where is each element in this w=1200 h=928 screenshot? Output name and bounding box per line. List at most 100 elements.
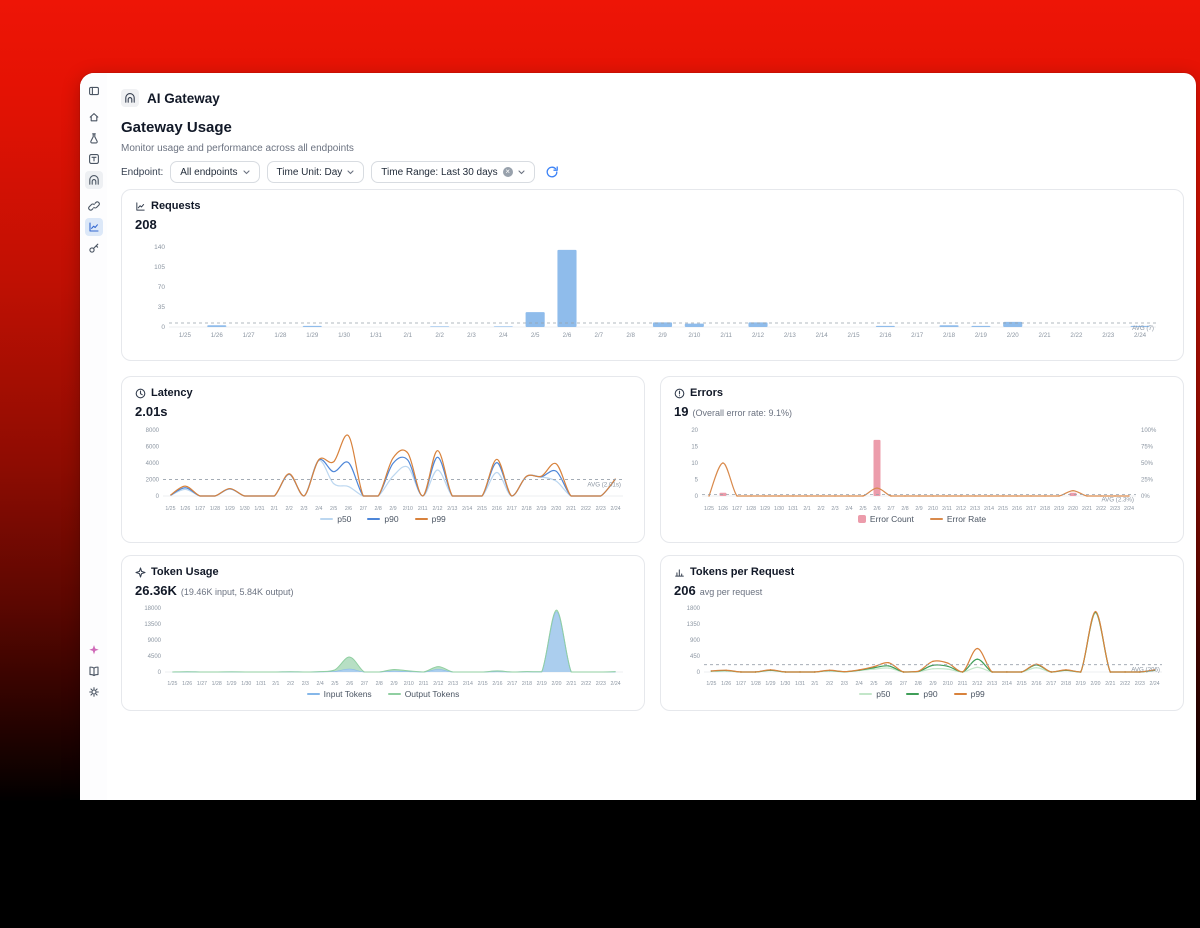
legend-swatch (367, 518, 381, 520)
refresh-button[interactable] (545, 165, 559, 179)
sidebar-item-home[interactable] (85, 108, 103, 126)
svg-text:2/16: 2/16 (1012, 506, 1022, 512)
svg-text:1/29: 1/29 (226, 681, 236, 687)
app-title: AI Gateway (147, 90, 220, 106)
svg-text:1/30: 1/30 (780, 681, 790, 687)
svg-text:2/22: 2/22 (581, 506, 591, 512)
svg-text:2/13: 2/13 (784, 332, 797, 339)
svg-text:6000: 6000 (146, 445, 160, 451)
svg-text:2/5: 2/5 (859, 506, 866, 512)
sidebar-item-flask[interactable] (85, 129, 103, 147)
legend-item[interactable]: p50 (859, 689, 890, 699)
svg-text:2/11: 2/11 (958, 681, 968, 687)
svg-text:2/18: 2/18 (521, 506, 531, 512)
svg-text:2/8: 2/8 (901, 506, 908, 512)
svg-text:0: 0 (697, 670, 701, 676)
errors-chart: 0 5 10 15 20 0% 25% 50% 75% 100% 1/25 1/26 1/27 1/28 1… (674, 424, 1170, 512)
svg-text:1/25: 1/25 (167, 681, 177, 687)
svg-text:2/17: 2/17 (1026, 506, 1036, 512)
svg-text:2/10: 2/10 (688, 332, 701, 339)
svg-text:2/19: 2/19 (536, 506, 546, 512)
svg-text:2/9: 2/9 (658, 332, 667, 339)
svg-text:2/21: 2/21 (1039, 332, 1052, 339)
svg-text:2/4: 2/4 (499, 332, 508, 339)
svg-text:4500: 4500 (148, 654, 162, 660)
flask-icon (89, 133, 98, 144)
sidebar-item-templates[interactable] (85, 150, 103, 168)
chevron-down-icon (242, 169, 250, 174)
svg-text:2/11: 2/11 (720, 332, 732, 339)
svg-text:5: 5 (695, 478, 699, 484)
svg-text:2/3: 2/3 (841, 681, 848, 687)
svg-text:2/7: 2/7 (361, 681, 368, 687)
svg-text:2/14: 2/14 (984, 506, 994, 512)
svg-text:1/27: 1/27 (197, 681, 207, 687)
svg-text:0: 0 (161, 324, 165, 331)
legend-item[interactable]: p90 (367, 514, 399, 524)
sidebar-item-links[interactable] (85, 197, 103, 215)
svg-text:2/14: 2/14 (462, 506, 472, 512)
svg-text:100%: 100% (1141, 428, 1157, 434)
svg-text:2/18: 2/18 (1040, 506, 1050, 512)
svg-text:2/18: 2/18 (943, 332, 956, 339)
card-title-text: Token Usage (151, 566, 219, 578)
svg-text:2/15: 2/15 (998, 506, 1008, 512)
endpoint-dropdown[interactable]: All endpoints (170, 161, 260, 183)
time-range-dropdown[interactable]: Time Range: Last 30 days × (371, 161, 535, 183)
chart-line-icon (136, 201, 145, 211)
sidebar-item-ai-assistant[interactable] (85, 641, 103, 659)
legend-item[interactable]: p50 (320, 514, 351, 524)
legend-item[interactable]: Error Count (857, 514, 914, 524)
svg-text:2/14: 2/14 (816, 332, 829, 339)
legend-swatch (414, 518, 428, 520)
tokens-per-request-chart: 0 450 900 1350 1800 1/25 1/26 1/27 1/28 1/29 1/30 1… (674, 603, 1170, 687)
svg-text:2/2: 2/2 (826, 681, 833, 687)
sidebar-item-keys[interactable] (85, 239, 103, 257)
sidebar-item-analytics[interactable] (84, 218, 103, 236)
svg-text:1/31: 1/31 (788, 506, 798, 512)
legend-item[interactable]: p90 (906, 689, 938, 699)
legend-item[interactable]: p99 (953, 689, 985, 699)
sidebar-item-docs[interactable] (85, 662, 103, 680)
svg-text:2/16: 2/16 (492, 506, 502, 512)
legend-item[interactable]: Input Tokens (306, 689, 372, 699)
settings-gear-icon (88, 687, 99, 697)
svg-text:2/4: 2/4 (856, 681, 863, 687)
legend-item[interactable]: Error Rate (929, 514, 986, 524)
legend-swatch (857, 515, 866, 523)
metric-value: 2.01s (135, 404, 168, 419)
svg-text:1/31: 1/31 (370, 332, 383, 339)
sidebar-item-settings[interactable] (85, 683, 103, 701)
svg-text:1/31: 1/31 (795, 681, 805, 687)
legend-item[interactable]: p99 (414, 514, 446, 524)
svg-text:140: 140 (154, 244, 165, 251)
svg-text:2/21: 2/21 (1082, 506, 1092, 512)
svg-text:1/27: 1/27 (732, 506, 742, 512)
svg-text:2/14: 2/14 (463, 681, 473, 687)
svg-text:2/5: 2/5 (331, 681, 338, 687)
svg-text:2/10: 2/10 (943, 681, 953, 687)
ai-gateway-header-icon (121, 89, 139, 107)
sidebar (80, 73, 107, 800)
svg-text:75%: 75% (1141, 445, 1154, 451)
clear-icon[interactable]: × (502, 167, 513, 177)
latency-card: Latency 2.01s 0 2000 4000 6000 8000 1/25 1/26 1… (121, 376, 645, 543)
card-title-text: Latency (151, 387, 193, 399)
errors-card: Errors 19 (Overall error rate: 9.1%) 0 5 10… (660, 376, 1184, 543)
svg-text:2/4: 2/4 (845, 506, 852, 512)
svg-text:18000: 18000 (144, 606, 161, 612)
svg-text:2/9: 2/9 (389, 506, 396, 512)
svg-text:2/3: 2/3 (300, 506, 307, 512)
card-title-text: Errors (690, 387, 724, 399)
svg-text:2/8: 2/8 (375, 506, 382, 512)
sidebar-item-ai-gateway[interactable] (84, 171, 103, 189)
svg-text:2/17: 2/17 (507, 681, 517, 687)
sidebar-item-panel-toggle[interactable] (85, 82, 103, 100)
svg-text:1/27: 1/27 (736, 681, 746, 687)
time-unit-dropdown[interactable]: Time Unit: Day (266, 161, 365, 183)
svg-text:13500: 13500 (144, 622, 161, 628)
svg-text:2/13: 2/13 (448, 681, 458, 687)
svg-text:2/5: 2/5 (330, 506, 337, 512)
legend-item[interactable]: Output Tokens (387, 689, 459, 699)
token-usage-chart: 0 4500 9000 13500 18000 1/25 1/26 1/27 1/28 1/29 1… (135, 603, 631, 687)
